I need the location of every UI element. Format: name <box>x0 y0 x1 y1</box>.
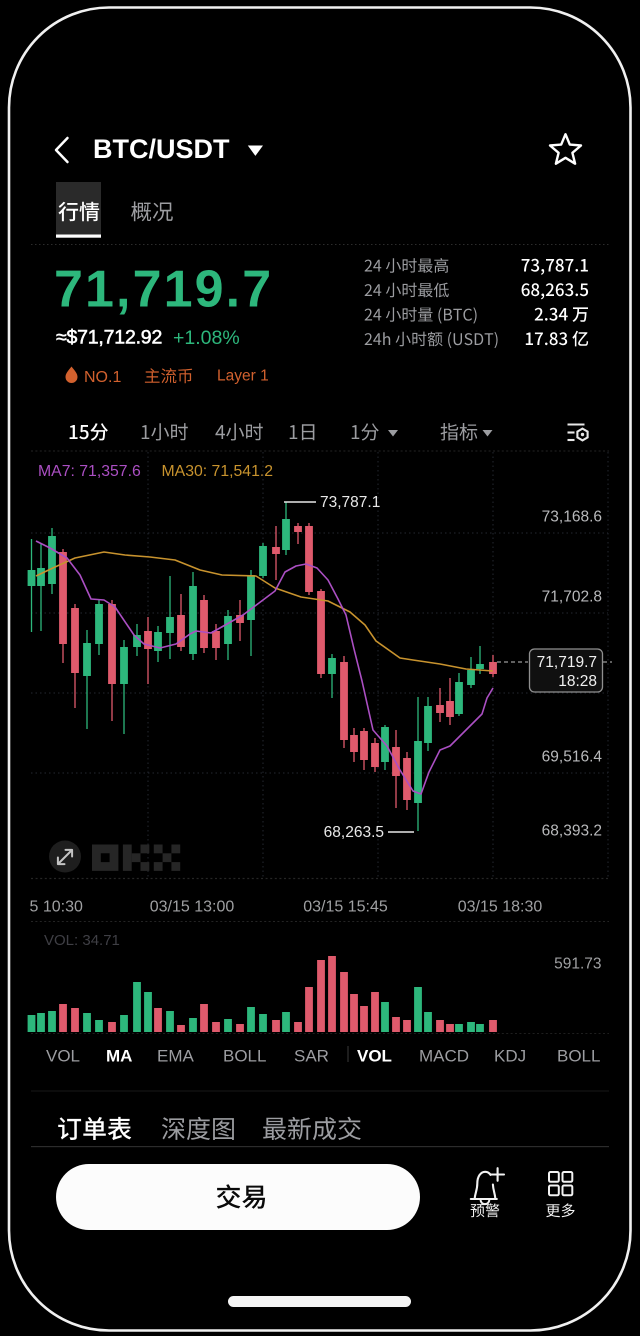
svg-text:71,702.8: 71,702.8 <box>542 589 602 606</box>
svg-text:03/15 13:00: 03/15 13:00 <box>150 899 235 916</box>
svg-text:≈$71,712.92: ≈$71,712.92 <box>56 327 162 349</box>
svg-text:SAR: SAR <box>294 1047 329 1066</box>
svg-text:BOLL: BOLL <box>557 1047 600 1066</box>
svg-text:68,393.2: 68,393.2 <box>542 823 602 840</box>
svg-text:18:28: 18:28 <box>558 673 597 690</box>
svg-text:+1.08%: +1.08% <box>173 327 240 349</box>
svg-text:69,516.4: 69,516.4 <box>542 749 603 766</box>
svg-text:71,719.7: 71,719.7 <box>537 654 597 671</box>
svg-text:VOL: 34.71: VOL: 34.71 <box>44 932 120 949</box>
svg-text:NO.1: NO.1 <box>84 369 121 386</box>
svg-text:KDJ: KDJ <box>494 1047 526 1066</box>
svg-text:03/15 15:45: 03/15 15:45 <box>303 899 388 916</box>
svg-text:VOL: VOL <box>46 1047 80 1066</box>
svg-text:BTC/USDT: BTC/USDT <box>93 134 230 164</box>
svg-text:EMA: EMA <box>157 1047 195 1066</box>
svg-text:Layer 1: Layer 1 <box>217 368 269 385</box>
svg-text:71,719.7: 71,719.7 <box>54 261 273 319</box>
svg-text:MA7: 71,357.6: MA7: 71,357.6 <box>38 463 141 480</box>
svg-text:03/15 18:30: 03/15 18:30 <box>458 899 543 916</box>
svg-text:BOLL: BOLL <box>223 1047 266 1066</box>
svg-text:MA: MA <box>106 1047 132 1066</box>
svg-text:73,168.6: 73,168.6 <box>542 509 602 526</box>
svg-text:5 10:30: 5 10:30 <box>30 899 83 916</box>
svg-text:73,787.1: 73,787.1 <box>320 494 380 511</box>
svg-text:MA30: 71,541.2: MA30: 71,541.2 <box>162 463 274 480</box>
svg-text:591.73: 591.73 <box>554 956 601 973</box>
svg-text:VOL: VOL <box>357 1047 392 1066</box>
svg-text:MACD: MACD <box>419 1047 469 1066</box>
svg-text:68,263.5: 68,263.5 <box>324 824 384 841</box>
